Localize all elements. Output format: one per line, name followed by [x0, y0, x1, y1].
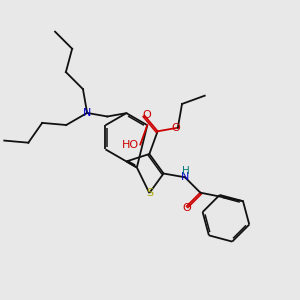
Text: N: N — [83, 108, 91, 118]
Text: S: S — [146, 188, 153, 198]
Text: HO: HO — [122, 140, 139, 149]
Text: O: O — [142, 110, 151, 120]
Text: H: H — [182, 166, 190, 176]
Text: O: O — [171, 123, 180, 133]
Text: N: N — [181, 172, 189, 182]
Text: O: O — [182, 203, 191, 213]
